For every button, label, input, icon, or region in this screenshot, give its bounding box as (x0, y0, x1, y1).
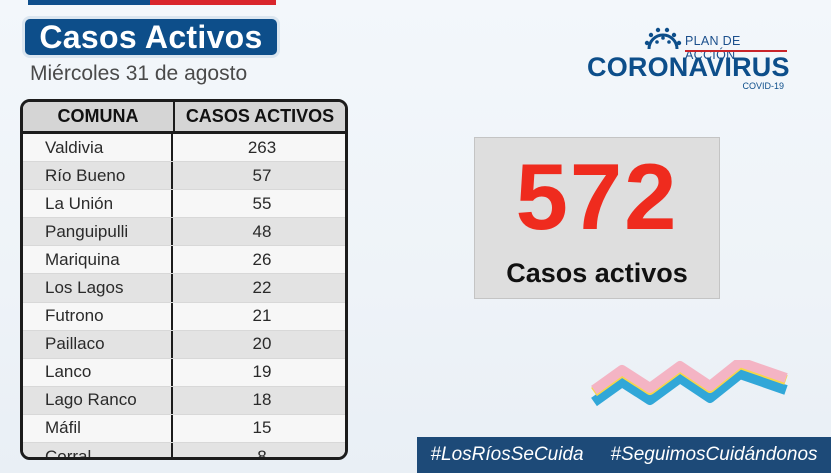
active-cases-value: 15 (252, 418, 272, 438)
comuna-name: Corral (23, 443, 173, 457)
flag-bar (28, 0, 276, 5)
comuna-name: Mariquina (23, 246, 173, 274)
comuna-name: Valdivia (23, 134, 173, 162)
active-cases-value: 48 (252, 221, 272, 241)
table-row: Río Bueno 57 (23, 162, 345, 191)
total-active-cases-label: Casos activos (506, 258, 688, 288)
table-header: COMUNA CASOS ACTIVOS (23, 102, 345, 134)
comuna-name: Río Bueno (23, 162, 173, 190)
table-row: Valdivia 263 (23, 134, 345, 163)
active-cases-value: 263 (247, 137, 277, 157)
covid-label: COVID-19 (742, 81, 784, 91)
comuna-name: Lanco (23, 358, 173, 386)
table-row: Corral 8 (23, 443, 345, 460)
comuna-name: Futrono (23, 302, 173, 330)
column-header-comuna: COMUNA (23, 102, 175, 131)
table-row: Lago Ranco 18 (23, 386, 345, 415)
active-cases-value: 26 (252, 249, 272, 269)
column-header-casos: CASOS ACTIVOS (185, 106, 335, 126)
table-body: Valdivia 263 Río Bueno 57 La Unión 55 Panguipu… (23, 134, 345, 460)
table-row: Futrono 21 (23, 302, 345, 331)
total-active-cases-value: 572 (515, 144, 679, 249)
comuna-name: Máfil (23, 414, 173, 443)
virus-icon (644, 27, 682, 50)
coronavirus-plan-logo: PLAN DE ACCIÓN CORONAVIRUS COVID-19 (585, 26, 790, 91)
comuna-name: La Unión (23, 190, 173, 218)
total-active-cases-card: 572 Casos activos (474, 137, 720, 299)
active-cases-value: 57 (252, 165, 272, 185)
hashtag-seguimos: #SeguimosCuidándonos (610, 444, 818, 465)
active-cases-value: 8 (257, 446, 267, 460)
active-cases-value: 22 (252, 278, 272, 298)
table-row: Máfil 15 (23, 414, 345, 444)
active-cases-value: 18 (252, 390, 272, 410)
page-title: Casos Activos (39, 18, 263, 55)
table-row: Panguipulli 48 (23, 218, 345, 247)
coronavirus-label: CORONAVIRUS (587, 52, 790, 82)
table-row: Paillaco 20 (23, 330, 345, 359)
comuna-name: Panguipulli (23, 218, 173, 246)
active-cases-value: 19 (252, 362, 272, 382)
report-date: Miércoles 31 de agosto (30, 62, 248, 85)
comuna-name: Paillaco (23, 330, 173, 358)
zigzag-decoration (591, 360, 788, 407)
active-cases-value: 20 (252, 334, 272, 354)
cases-table: COMUNA CASOS ACTIVOS Valdivia 263 Río Buen… (20, 99, 348, 460)
table-row: Lanco 19 (23, 358, 345, 387)
title-badge: Casos Activos (22, 16, 280, 58)
flag-blue-stripe (28, 0, 150, 5)
comuna-name: Los Lagos (23, 274, 173, 302)
flag-red-stripe (150, 0, 276, 5)
active-cases-value: 21 (252, 306, 272, 326)
comuna-name: Lago Ranco (23, 386, 173, 414)
hashtag-losrios: #LosRíosSeCuida (430, 444, 584, 465)
hashtag-bar: #LosRíosSeCuida #SeguimosCuidándonos (417, 437, 831, 473)
table-row: Los Lagos 22 (23, 274, 345, 303)
active-cases-value: 55 (252, 193, 272, 213)
table-row: La Unión 55 (23, 190, 345, 219)
table-row: Mariquina 26 (23, 246, 345, 275)
plan-underline (685, 50, 787, 52)
